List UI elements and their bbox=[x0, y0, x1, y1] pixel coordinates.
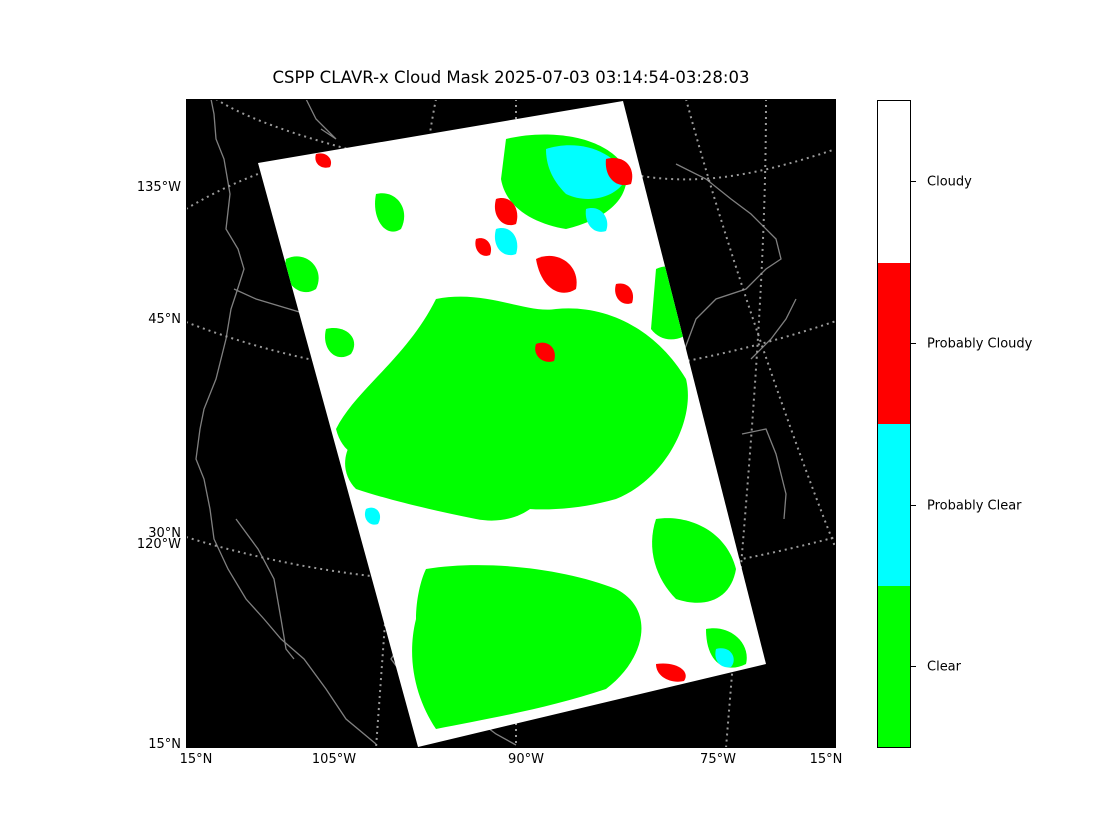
colorbar-cloudy-swatch bbox=[878, 101, 910, 263]
colorbar bbox=[877, 100, 911, 748]
y-label-15n: 15°N bbox=[148, 737, 181, 752]
map-title: CSPP CLAVR-x Cloud Mask 2025-07-03 03:14… bbox=[272, 68, 750, 87]
colorbar-tick-clear bbox=[910, 666, 916, 667]
x-label-15n-right: 15°N bbox=[809, 752, 843, 767]
colorbar-label-clear: Clear bbox=[927, 659, 961, 675]
probably-clear-regions bbox=[364, 145, 734, 668]
satellite-swath bbox=[258, 101, 766, 747]
probably-cloudy-regions bbox=[315, 153, 686, 682]
colorbar-tick-probably-cloudy bbox=[910, 343, 916, 344]
colorbar-probably-clear-swatch bbox=[878, 424, 910, 586]
colorbar-clear-swatch bbox=[878, 585, 910, 747]
colorbar-tick-cloudy bbox=[910, 181, 916, 182]
y-label-45n: 45°N bbox=[148, 312, 181, 327]
y-label-30n: 30°N bbox=[148, 526, 181, 541]
x-label-75w: 75°W bbox=[700, 752, 736, 767]
y-label-135w: 135°W bbox=[136, 180, 181, 195]
y-label-120w: 120°W bbox=[136, 537, 181, 552]
cloud-mask-map bbox=[186, 99, 836, 748]
x-label-105w: 105°W bbox=[311, 752, 357, 767]
x-label-90w: 90°W bbox=[508, 752, 544, 767]
colorbar-tick-probably-clear bbox=[910, 505, 916, 506]
colorbar-label-probably-cloudy: Probably Cloudy bbox=[927, 336, 1033, 352]
map-panel bbox=[186, 99, 836, 748]
x-label-15n-left: 15°N bbox=[179, 752, 213, 767]
colorbar-label-probably-clear: Probably Clear bbox=[927, 498, 1022, 514]
colorbar-label-cloudy: Cloudy bbox=[927, 174, 972, 190]
colorbar-probably-cloudy-swatch bbox=[878, 262, 910, 424]
